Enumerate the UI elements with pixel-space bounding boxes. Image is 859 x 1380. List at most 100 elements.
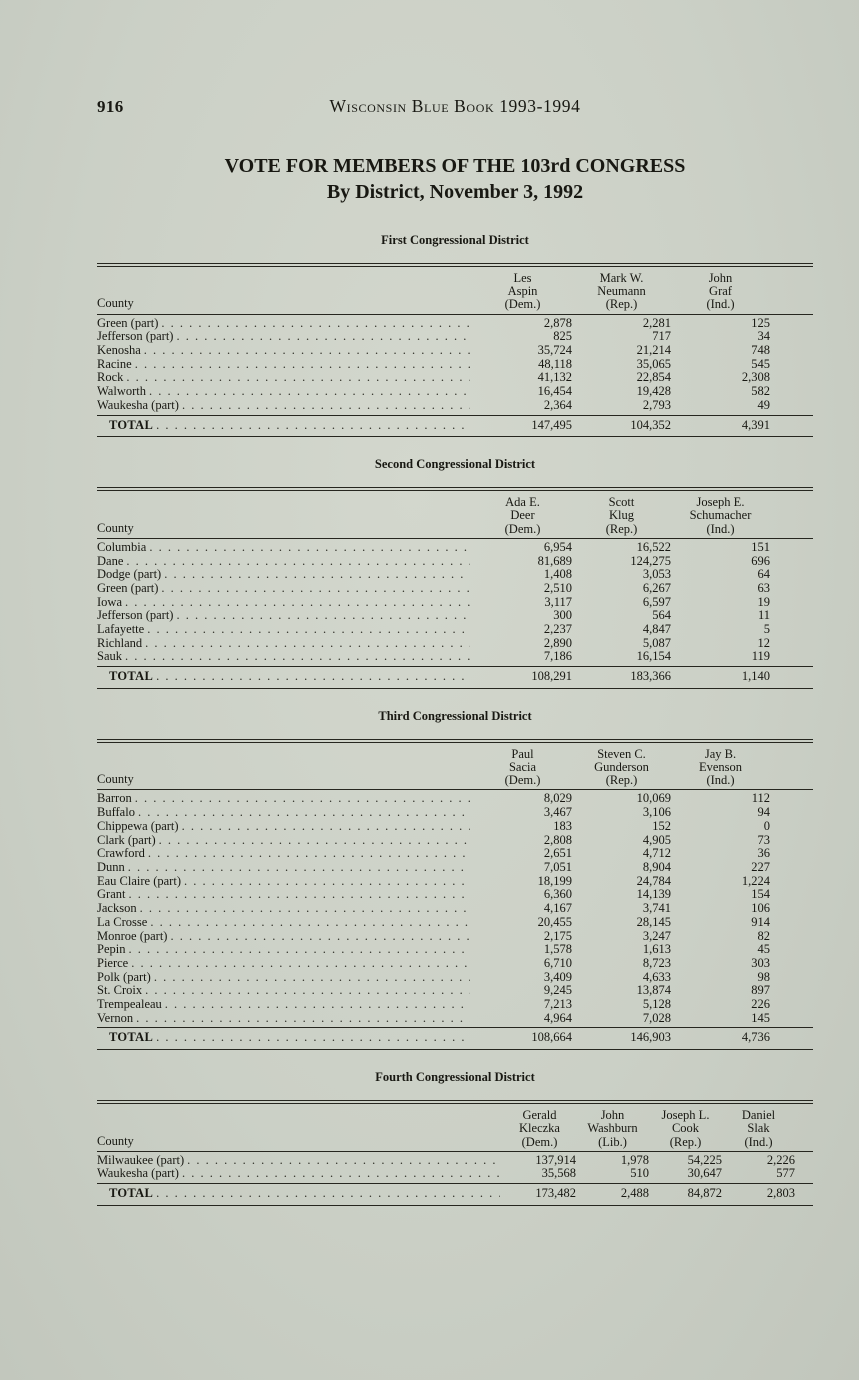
candidate-header-line: Ada E.	[505, 495, 540, 510]
table-row: Jackson 4,167 3,741 106	[97, 901, 813, 916]
candidate-header: Paul Sacia (Dem.)	[473, 747, 572, 788]
candidate-header: Joseph L. Cook (Rep.)	[649, 1108, 722, 1149]
vote-count: 3,247	[642, 928, 671, 943]
county-column-header: County	[97, 520, 134, 535]
dot-leader	[184, 875, 470, 889]
vote-count: 54,225	[687, 1152, 722, 1167]
dot-leader	[176, 330, 470, 344]
vote-count: 2,510	[543, 580, 572, 595]
vote-count: 10,069	[636, 791, 671, 806]
candidate-header: Scott Klug (Rep.)	[572, 496, 671, 536]
header-rule	[97, 313, 813, 315]
dot-leader	[182, 399, 470, 413]
vote-count: 63	[757, 580, 771, 595]
table-row: Pierce 6,710 8,723 303	[97, 955, 813, 971]
candidate-header-line: Joseph E.	[696, 495, 745, 510]
district-heading: Third Congressional District	[378, 708, 532, 723]
county-name: Lafayette	[97, 622, 145, 637]
candidate-header-line: Mark W.	[599, 271, 644, 285]
vote-count: 30,647	[687, 1166, 722, 1181]
county-column-header: County	[97, 1133, 134, 1148]
dot-leader	[161, 317, 470, 331]
county-name: Dane	[97, 553, 124, 568]
vote-count: 14,139	[636, 887, 671, 902]
total-vote-count: 108,664	[531, 1030, 572, 1045]
county-name: Monroe (part)	[97, 928, 168, 943]
dot-leader	[144, 344, 470, 358]
vote-count: 11	[757, 608, 770, 623]
dot-leader	[145, 637, 470, 651]
dot-leader	[128, 861, 470, 875]
county-name: Waukesha (part)	[97, 397, 179, 412]
page-title-line2: By District, November 3, 1992	[326, 181, 584, 203]
table-bottom-rule	[97, 436, 813, 438]
total-separator-rule	[97, 414, 813, 416]
candidate-header-line: Neumann	[597, 284, 646, 299]
candidate-header-line: (Dem.)	[521, 1134, 558, 1149]
dot-leader	[128, 943, 470, 957]
vote-count: 28,145	[636, 914, 671, 929]
vote-count: 9,245	[543, 983, 572, 998]
vote-count: 137,914	[535, 1152, 576, 1167]
header-rule	[97, 789, 813, 791]
vote-count: 300	[553, 608, 572, 623]
county-name: Jackson	[97, 901, 137, 916]
county-name: Rock	[97, 370, 124, 385]
table-row: Columbia 6,954 16,522 151	[97, 540, 813, 555]
table-row: Rock 41,132 22,854 2,308	[97, 371, 813, 385]
dot-leader	[135, 358, 470, 372]
vote-count: 3,409	[543, 969, 572, 984]
vote-count: 124,275	[630, 553, 671, 568]
total-vote-count: 2,803	[766, 1186, 795, 1201]
dot-leader	[136, 1012, 470, 1026]
table-row: Milwaukee (part) 137,914 1,978 54,225 2,226	[97, 1152, 813, 1168]
page-title: VOTE FOR MEMBERS OF THE 103rd CONGRESS B…	[97, 153, 813, 205]
dot-leader	[149, 541, 470, 555]
total-separator-rule	[97, 666, 813, 668]
header-rule	[97, 537, 813, 539]
vote-count: 4,964	[543, 1010, 572, 1025]
candidate-header: Les Aspin (Dem.)	[473, 271, 572, 312]
total-vote-count: 147,495	[531, 417, 572, 432]
dot-leader	[135, 792, 470, 806]
vote-count: 49	[757, 397, 771, 412]
table-row: Waukesha (part) 35,568 510 30,647 577	[97, 1167, 813, 1181]
vote-count: 696	[751, 553, 770, 568]
district-section-second: Second Congressional District County Ada …	[97, 457, 813, 689]
dot-leader	[125, 650, 470, 664]
table-row: Dodge (part) 1,408 3,053 64	[97, 568, 813, 582]
table-row: Pepin 1,578 1,613 45	[97, 943, 813, 957]
candidate-header: Ada E. Deer (Dem.)	[473, 496, 572, 536]
county-name: Richland	[97, 635, 143, 650]
vote-count: 6,710	[543, 955, 572, 970]
district-heading: First Congressional District	[381, 233, 529, 247]
dot-leader	[147, 623, 470, 637]
vote-count: 106	[751, 901, 770, 916]
dot-leader	[165, 998, 470, 1012]
county-name: Chippewa (part)	[97, 818, 179, 833]
table-top-rule	[97, 487, 813, 492]
table-row: Iowa 3,117 6,597 19	[97, 595, 813, 610]
vote-count: 582	[751, 384, 770, 399]
table-row: Waukesha (part) 2,364 2,793 49	[97, 397, 813, 413]
vote-count: 7,186	[543, 649, 572, 664]
vote-count: 35,065	[636, 356, 671, 371]
county-name: Polk (part)	[97, 969, 151, 984]
candidate-header-line: Sacia	[508, 760, 537, 775]
county-name: Pepin	[97, 942, 126, 957]
candidate-header: Joseph E. Schumacher (Ind.)	[671, 496, 770, 536]
book-title: Wisconsin Blue Book 1993-1994	[329, 96, 581, 116]
table-top-rule	[97, 738, 813, 743]
county-name: Kenosha	[97, 343, 141, 358]
district-section-third: Third Congressional District County Paul S…	[97, 708, 813, 1051]
vote-count: 45	[757, 942, 771, 957]
vote-count: 183	[553, 818, 572, 833]
county-name: Milwaukee (part)	[97, 1152, 185, 1167]
candidate-header-line: Evenson	[698, 760, 743, 775]
table-row: Sauk 7,186 16,154 119	[97, 650, 813, 664]
vote-count: 303	[751, 955, 770, 970]
county-name: St. Croix	[97, 983, 143, 998]
candidate-header-line: (Ind.)	[706, 773, 735, 788]
table-header-row: County Gerald Kleczka (Dem.) John Washburn (Li…	[97, 1108, 813, 1149]
county-column-header: County	[97, 296, 134, 311]
